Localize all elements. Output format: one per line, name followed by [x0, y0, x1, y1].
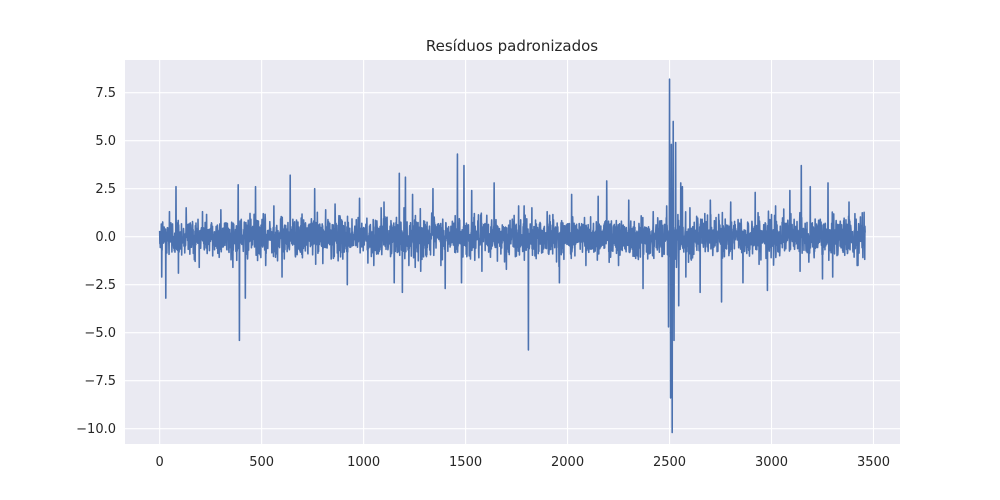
plot-area [125, 60, 900, 444]
y-tick-label: 2.5 [95, 182, 116, 197]
x-axis-ticks: 0 500 1000 1500 2000 2500 3000 3500 [156, 455, 891, 470]
y-tick-label: 0.0 [95, 230, 116, 245]
x-tick-label: 1500 [449, 455, 482, 470]
y-tick-label: −2.5 [84, 278, 116, 293]
y-tick-label: −10.0 [76, 422, 116, 437]
y-tick-label: −7.5 [84, 374, 116, 389]
y-axis-ticks: 7.5 5.0 2.5 0.0 −2.5 −5.0 −7.5 −10.0 [76, 86, 116, 437]
chart-title: Resíduos padronizados [426, 37, 598, 55]
x-tick-label: 1000 [347, 455, 380, 470]
data-layer [158, 78, 866, 434]
x-tick-label: 2500 [653, 455, 686, 470]
y-tick-label: 5.0 [95, 134, 116, 149]
x-tick-label: 3000 [755, 455, 788, 470]
x-tick-label: 0 [156, 455, 164, 470]
y-tick-label: −5.0 [84, 326, 116, 341]
residuals-series-line [158, 78, 866, 434]
x-tick-label: 2000 [551, 455, 584, 470]
x-tick-label: 3500 [857, 455, 890, 470]
x-tick-label: 500 [249, 455, 274, 470]
y-tick-label: 7.5 [95, 86, 116, 101]
